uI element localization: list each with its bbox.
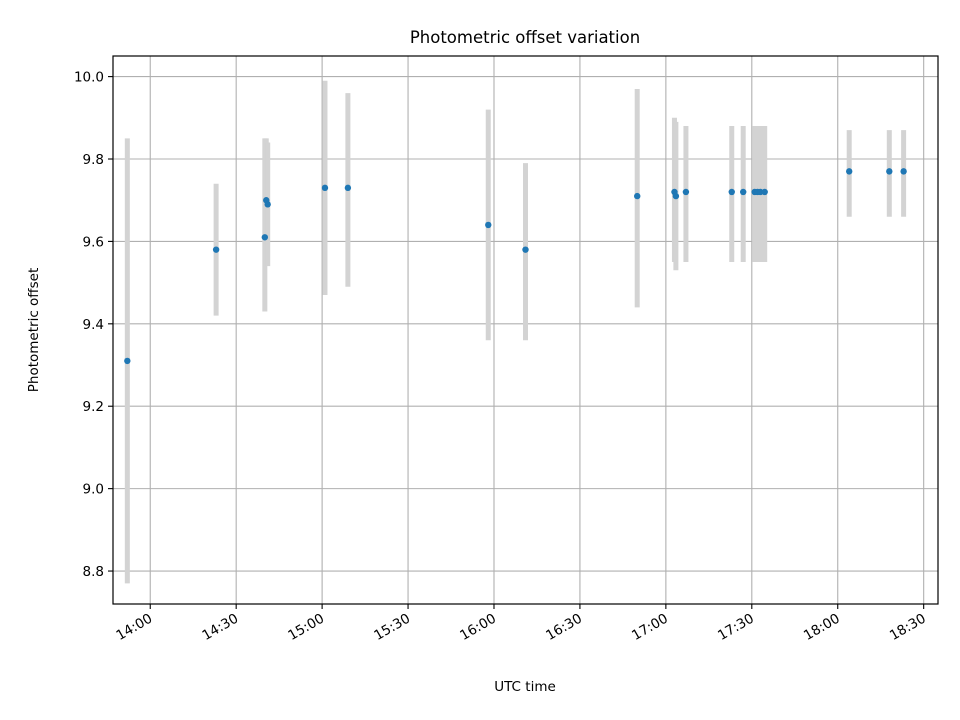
y-tick-label: 9.0	[83, 482, 104, 498]
data-point	[124, 357, 131, 365]
data-point	[634, 192, 641, 200]
data-point	[682, 188, 690, 196]
data-point	[522, 246, 529, 253]
y-tick-label: 9.8	[83, 152, 104, 168]
y-tick-label: 9.6	[83, 234, 104, 250]
data-point	[761, 188, 768, 196]
data-point	[728, 188, 735, 196]
data-point	[261, 234, 269, 241]
data-point	[845, 168, 853, 175]
y-tick-label: 9.2	[83, 399, 104, 415]
data-point	[485, 221, 492, 229]
chart-title: Photometric offset variation	[410, 28, 640, 47]
y-axis-label: Photometric offset	[26, 268, 42, 392]
data-point	[672, 192, 680, 200]
data-point	[264, 201, 271, 208]
data-point	[212, 246, 220, 253]
data-point	[321, 184, 329, 192]
data-point	[886, 168, 893, 175]
x-axis-label: UTC time	[494, 679, 556, 695]
data-point	[344, 184, 352, 192]
y-tick-label: 9.4	[83, 317, 104, 333]
data-points	[124, 168, 907, 365]
y-axis-ticks: 8.8 9.0 9.2 9.4 9.6 9.8 10.0	[74, 70, 113, 580]
data-point	[900, 168, 907, 175]
y-tick-label: 8.8	[83, 564, 104, 580]
y-tick-label: 10.0	[74, 70, 104, 86]
plot-frame	[112, 55, 939, 605]
data-point	[740, 188, 747, 196]
